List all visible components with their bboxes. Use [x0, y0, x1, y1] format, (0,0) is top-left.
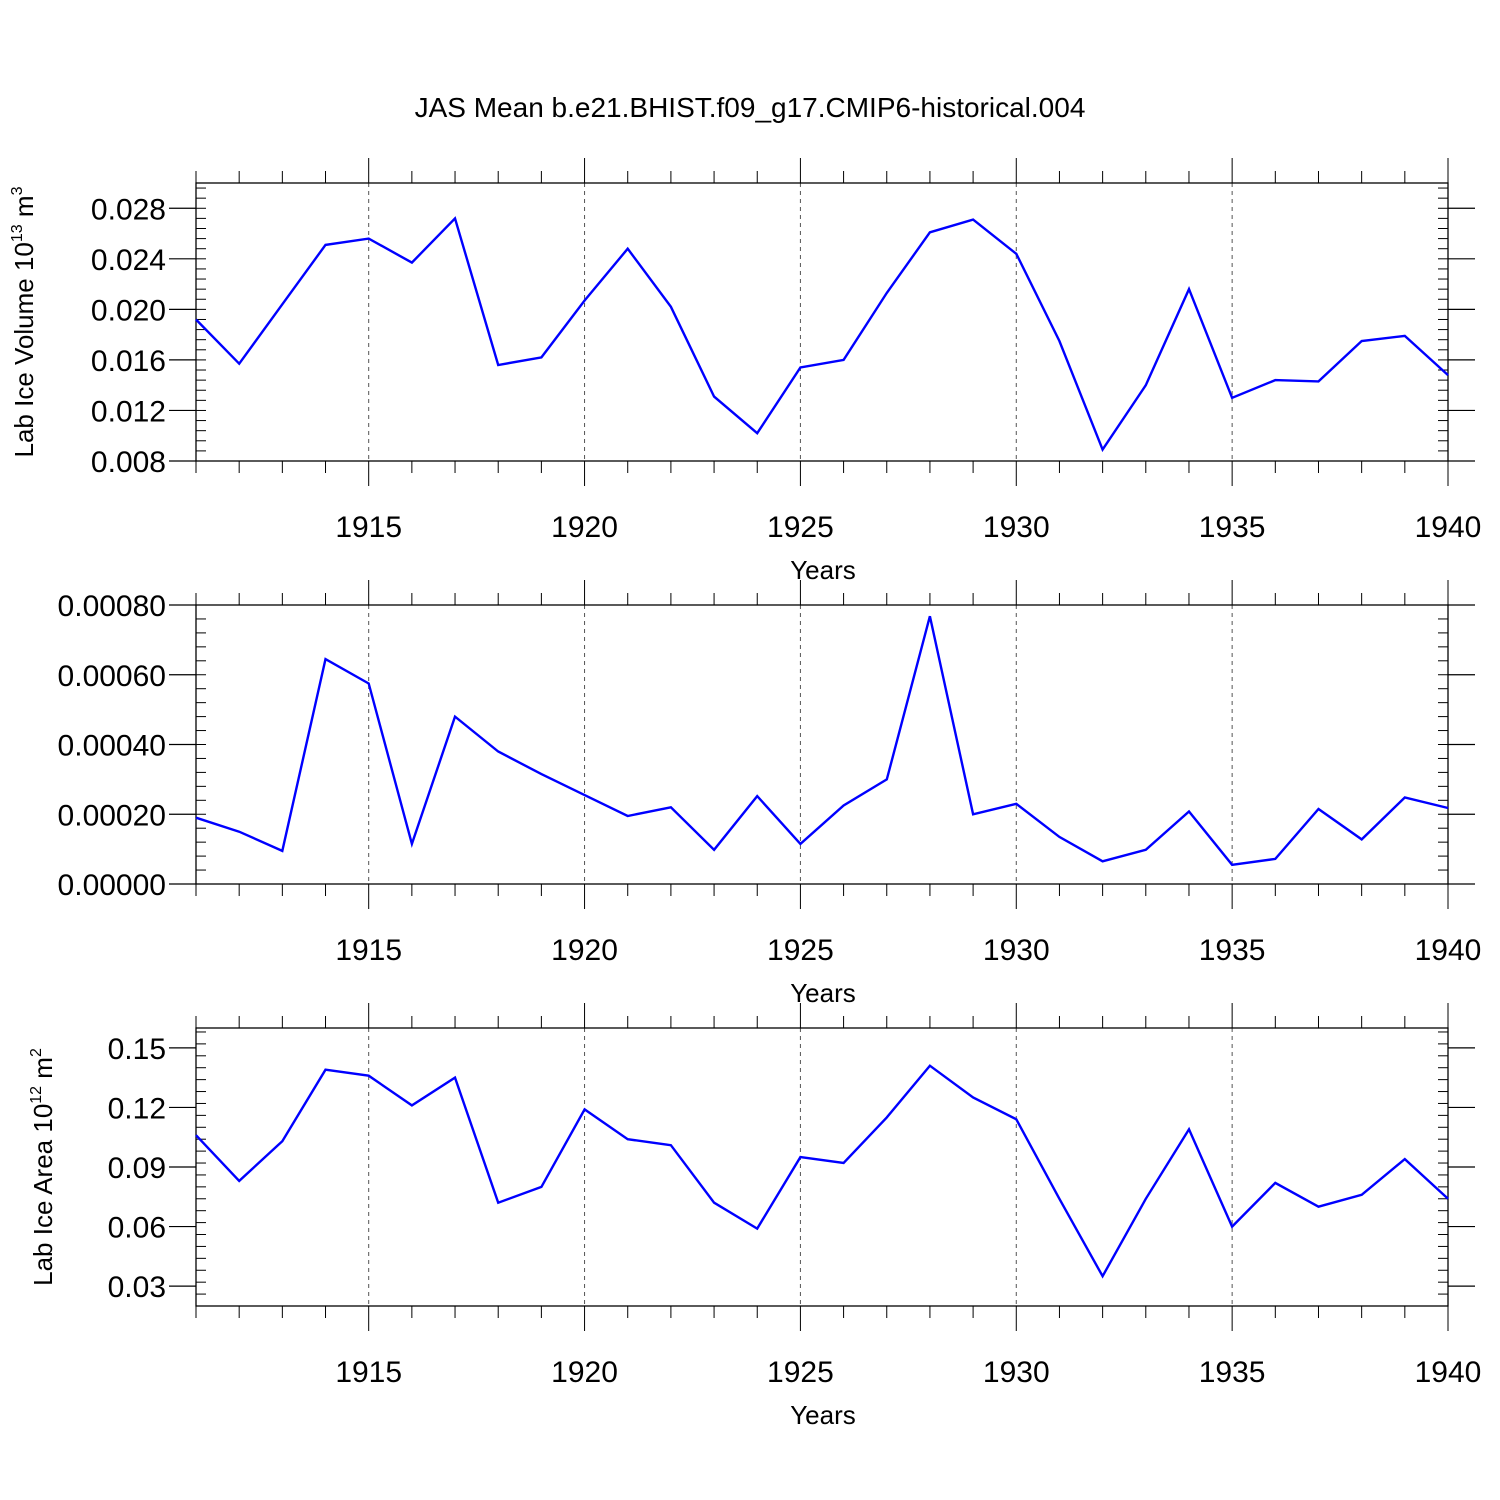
y-tick-label: 0.00060	[58, 660, 166, 693]
x-tick-label: 1930	[983, 934, 1050, 967]
plot-frame	[195, 604, 1449, 885]
chart-title: JAS Mean b.e21.BHIST.f09_g17.CMIP6-histo…	[414, 92, 1086, 123]
x-tick-label: 1935	[1199, 511, 1266, 544]
y-tick-label: 0.00040	[58, 730, 166, 763]
x-tick-label: 1920	[551, 1356, 618, 1389]
series-line-snow-volume	[195, 615, 1449, 867]
series-line-ice-area	[195, 1064, 1449, 1279]
x-axis-label: Years	[790, 1400, 856, 1430]
x-tick-label: 1940	[1415, 511, 1482, 544]
series-line-ice-volume	[195, 216, 1449, 453]
plot-frame	[195, 1027, 1449, 1307]
x-axis-label: Years	[790, 555, 856, 585]
x-tick-label: 1925	[767, 1356, 834, 1389]
panel-lab-ice-area: 0.03 0.06 0.09 0.12 0.15 1915 1920 1925 1930 1935…	[28, 1003, 1481, 1430]
panel-lab-ice-volume: 0.008 0.012 0.016 0.020 0.024 0.028 1915 1920 19…	[9, 158, 1481, 585]
y-tick-label: 0.012	[91, 395, 166, 428]
y-tick-label: 0.00000	[58, 869, 166, 902]
plot-frame	[195, 182, 1449, 462]
x-tick-label: 1940	[1415, 1356, 1482, 1389]
x-tick-label: 1930	[983, 511, 1050, 544]
x-tick-label: 1925	[767, 934, 834, 967]
y-tick-label: 0.12	[108, 1092, 166, 1125]
y-tick-label: 0.008	[91, 446, 166, 479]
y-tick-label: 0.024	[91, 244, 166, 277]
y-tick-label: 0.00080	[58, 590, 166, 623]
left-clip-mask	[0, 0, 4, 1500]
x-tick-label: 1915	[335, 1356, 402, 1389]
x-tick-label: 1935	[1199, 934, 1266, 967]
y-tick-label: 0.15	[108, 1033, 166, 1066]
x-tick-label: 1915	[335, 934, 402, 967]
y-tick-label: 0.09	[108, 1152, 166, 1185]
x-axis-label: Years	[790, 978, 856, 1008]
x-tick-label: 1925	[767, 511, 834, 544]
y-tick-label: 0.00020	[58, 799, 166, 832]
x-tick-label: 1915	[335, 511, 402, 544]
y-tick-label: 0.03	[108, 1271, 166, 1304]
x-tick-label: 1935	[1199, 1356, 1266, 1389]
y-axis-label: Lab Ice Area 1012 m2	[28, 1048, 58, 1286]
x-tick-label: 1920	[551, 511, 618, 544]
x-tick-label: 1920	[551, 934, 618, 967]
y-tick-label: 0.020	[91, 294, 166, 327]
y-axis-label: Lab Ice Volume 1013 m3	[9, 186, 39, 457]
y-tick-label: 0.06	[108, 1212, 166, 1245]
x-tick-label: 1940	[1415, 934, 1482, 967]
x-tick-label: 1930	[983, 1356, 1050, 1389]
panel-lab-snow-volume: 0.00000 0.00020 0.00040 0.00060 0.00080 1915 1…	[0, 580, 1481, 1008]
y-tick-label: 0.028	[91, 193, 166, 226]
y-tick-label: 0.016	[91, 345, 166, 378]
